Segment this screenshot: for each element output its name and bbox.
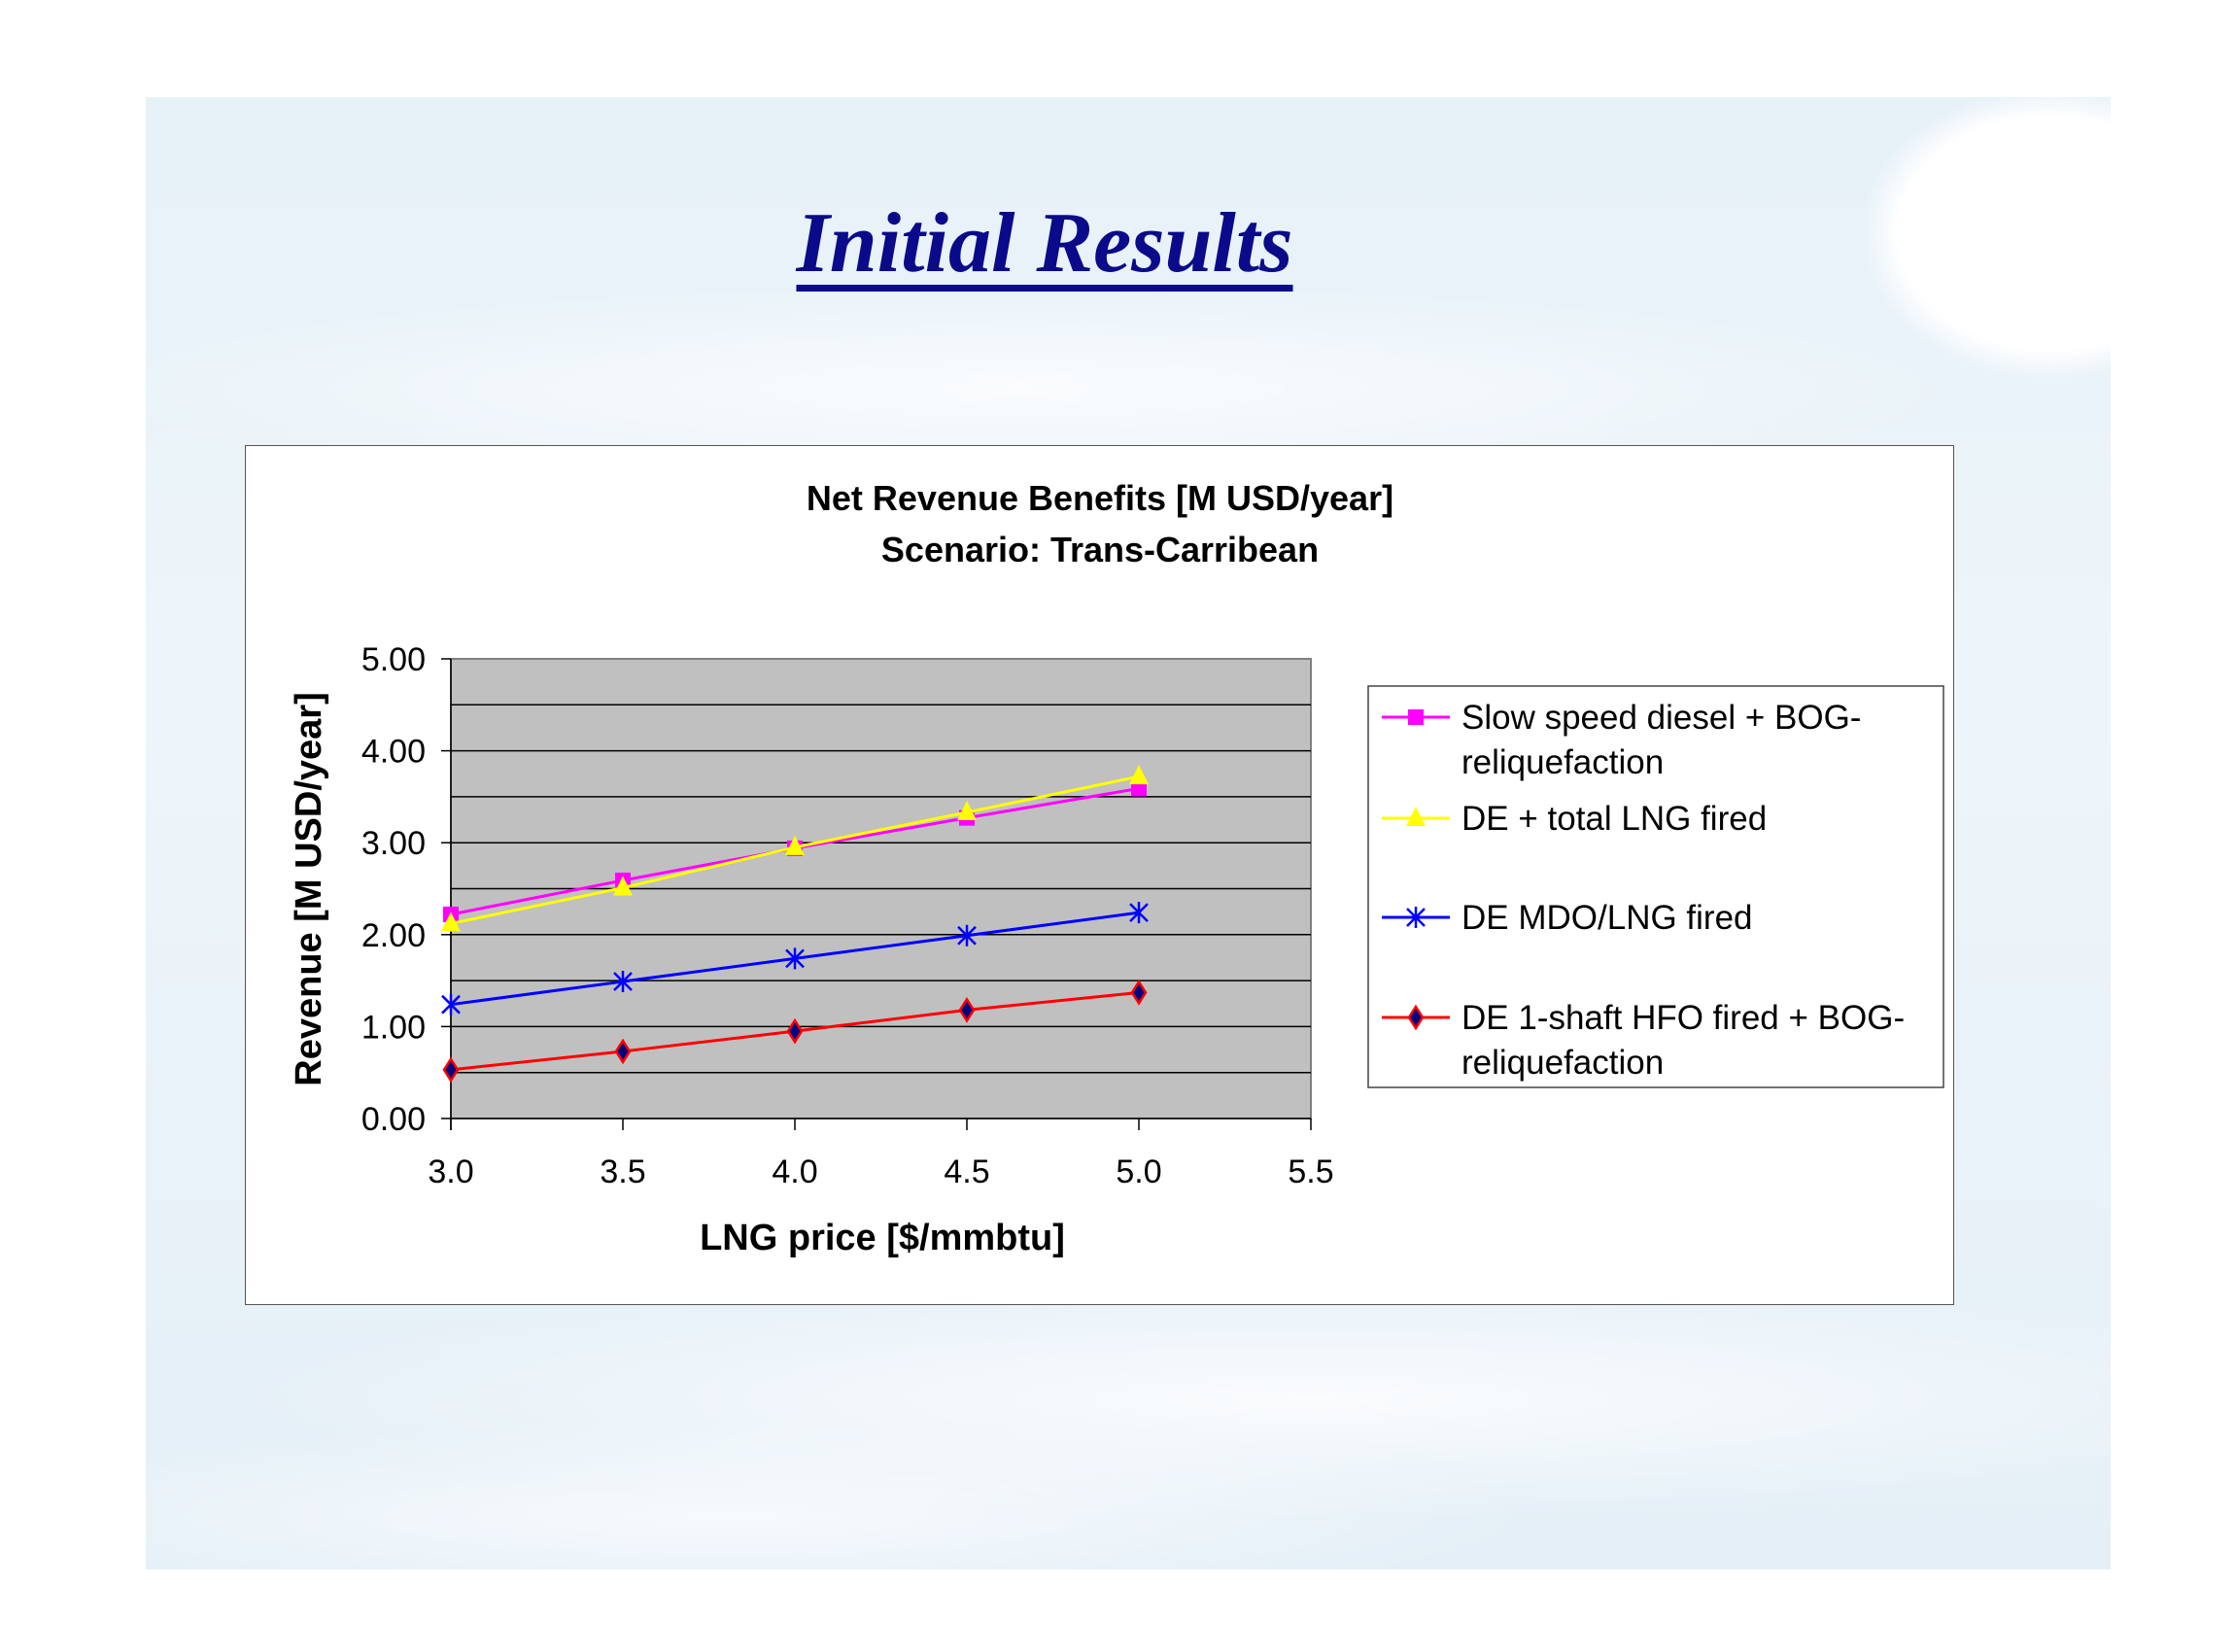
data-point [1130, 980, 1148, 1006]
legend-marker [1408, 709, 1424, 725]
series-4 [442, 980, 1148, 1084]
data-point [785, 947, 805, 970]
y-tick-label: 4.00 [361, 734, 426, 771]
legend-item: DE 1-shaft HFO fired + BOG-reliquefactio… [1382, 999, 1905, 1082]
x-tick-label: 3.5 [600, 1153, 645, 1190]
legend-marker [1406, 907, 1426, 928]
slide-title: Initial Results [0, 194, 2089, 293]
data-point [613, 876, 633, 896]
legend-box [1367, 685, 1944, 1088]
slide-title-text: Initial Results [796, 196, 1293, 291]
data-point [1129, 765, 1149, 785]
legend-item: Slow speed diesel + BOG-reliquefaction [1382, 699, 1861, 781]
legend-marker [1407, 1004, 1425, 1031]
legend-label: DE 1-shaft HFO fired + BOG- [1461, 999, 1905, 1037]
legend-label: DE + total LNG fired [1461, 800, 1767, 838]
data-point [958, 997, 976, 1023]
legend-label: DE MDO/LNG fired [1461, 899, 1753, 937]
chart-title: Net Revenue Benefits [M USD/year] [807, 478, 1393, 518]
x-tick-label: 5.0 [1116, 1153, 1161, 1190]
legend-label: reliquefaction [1461, 1044, 1664, 1082]
y-tick-label: 2.00 [361, 917, 426, 954]
data-point [1129, 902, 1149, 924]
data-point [1131, 780, 1147, 797]
chart-subtitle: Scenario: Trans-Carribean [881, 530, 1319, 569]
data-point [441, 912, 461, 932]
x-tick-label: 4.5 [944, 1153, 989, 1190]
legend-marker [1406, 807, 1426, 826]
y-tick-label: 1.00 [361, 1009, 426, 1046]
y-tick-label: 0.00 [361, 1101, 426, 1138]
data-point [786, 1017, 804, 1045]
x-tick-label: 3.0 [428, 1153, 473, 1190]
y-axis-title: Revenue [M USD/year] [289, 692, 329, 1085]
y-tick-label: 3.00 [361, 825, 426, 862]
legend-item: DE + total LNG fired [1382, 800, 1767, 838]
data-point [442, 1056, 460, 1084]
data-point [957, 924, 977, 946]
series-3 [441, 902, 1149, 1015]
data-point [785, 835, 805, 855]
series-2 [441, 765, 1149, 932]
legend-item: DE MDO/LNG fired [1382, 899, 1753, 937]
data-point [613, 971, 633, 993]
x-tick-label: 5.5 [1288, 1153, 1333, 1190]
x-tick-label: 4.0 [772, 1153, 817, 1190]
data-point [441, 993, 461, 1015]
data-point [614, 1038, 632, 1065]
data-point [957, 800, 977, 820]
y-tick-label: 5.00 [361, 641, 426, 678]
x-axis-title: LNG price [$/mmbtu] [700, 1218, 1065, 1258]
legend-label: reliquefaction [1461, 743, 1664, 781]
legend-label: Slow speed diesel + BOG- [1461, 699, 1861, 737]
